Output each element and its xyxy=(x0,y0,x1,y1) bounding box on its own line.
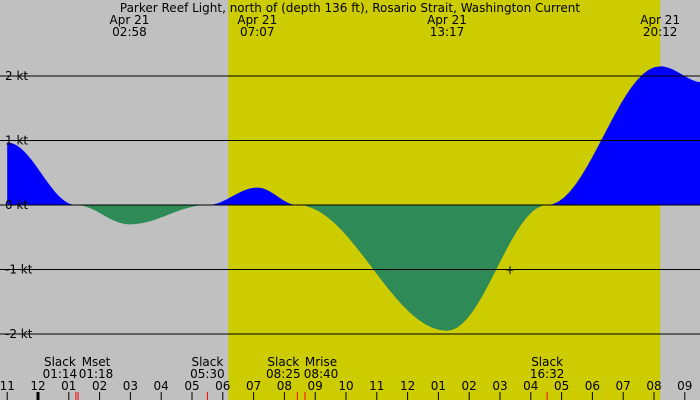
ebb-area xyxy=(78,205,208,225)
extremum-date: Apr 21 xyxy=(237,13,277,27)
extremum-date: Apr 21 xyxy=(110,13,150,27)
event-label: Mrise xyxy=(305,355,337,369)
event-time: 16:32 xyxy=(530,367,565,381)
chart-title: Parker Reef Light, north of (depth 136 f… xyxy=(120,1,581,15)
x-tick-label: 03 xyxy=(123,379,138,393)
x-tick-label: 10 xyxy=(338,379,353,393)
event-label: Slack xyxy=(531,355,563,369)
flood-area xyxy=(7,142,79,205)
event-label: Mset xyxy=(82,355,111,369)
x-tick-label: 05 xyxy=(554,379,569,393)
flood-area xyxy=(207,187,305,205)
x-tick-label: 01 xyxy=(431,379,446,393)
extremum-time: 13:17 xyxy=(430,25,465,39)
extremum-time: 20:12 xyxy=(643,25,678,39)
flood-area xyxy=(547,66,700,205)
x-tick-label: 12 xyxy=(30,379,45,393)
x-tick-label: 08 xyxy=(646,379,661,393)
x-tick-label: 02 xyxy=(462,379,477,393)
x-tick-label: 06 xyxy=(585,379,600,393)
x-tick-label: 02 xyxy=(92,379,107,393)
y-tick-label: 1 kt xyxy=(5,134,28,148)
x-tick-label: 09 xyxy=(308,379,323,393)
extremum-date: Apr 21 xyxy=(427,13,467,27)
x-tick-label: 06 xyxy=(215,379,230,393)
extremum-time: 07:07 xyxy=(240,25,275,39)
event-label: Slack xyxy=(44,355,76,369)
extremum-time: 02:58 xyxy=(112,25,147,39)
event-time: 08:40 xyxy=(304,367,339,381)
x-tick-label: 01 xyxy=(61,379,76,393)
event-time: 01:18 xyxy=(79,367,114,381)
x-tick-label: 12 xyxy=(400,379,415,393)
x-tick-label: 11 xyxy=(369,379,384,393)
x-tick-label: 04 xyxy=(523,379,538,393)
event-label: Slack xyxy=(267,355,299,369)
x-tick-label: 03 xyxy=(492,379,507,393)
x-tick-label: 05 xyxy=(184,379,199,393)
y-tick-label: 2 kt xyxy=(5,69,28,83)
event-time: 01:14 xyxy=(43,367,78,381)
event-time: 08:25 xyxy=(266,367,301,381)
ebb-area xyxy=(304,205,548,331)
x-tick-label: 08 xyxy=(277,379,292,393)
event-time: 05:30 xyxy=(190,367,225,381)
event-label: Slack xyxy=(191,355,223,369)
x-tick-label: 11 xyxy=(0,379,15,393)
extremum-date: Apr 21 xyxy=(640,13,680,27)
y-tick-label: 0 kt xyxy=(5,198,28,212)
x-tick-label: 09 xyxy=(677,379,692,393)
x-tick-label: 04 xyxy=(154,379,169,393)
x-tick-label: 07 xyxy=(246,379,261,393)
y-tick-label: -2 kt xyxy=(5,327,33,341)
y-tick-label: -1 kt xyxy=(5,263,33,277)
cursor-marker: + xyxy=(505,263,515,277)
x-tick-label: 07 xyxy=(616,379,631,393)
